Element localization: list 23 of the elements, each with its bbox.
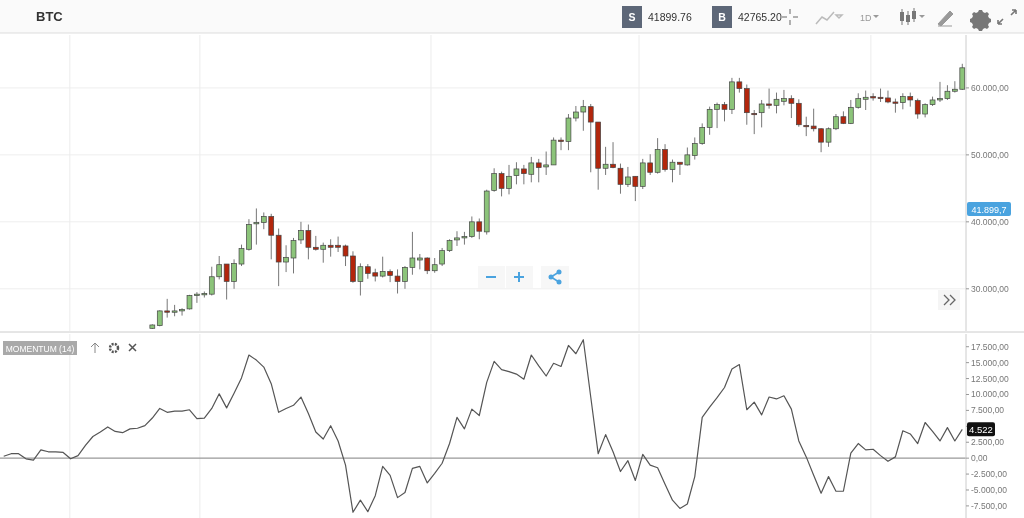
y-tick-label: -7.500,00 [971,500,1008,511]
annotation: 41.899,7 [971,204,1007,215]
y-tick-label: 7.500,00 [971,405,1005,416]
y-tick-label: 17.500,00 [971,341,1010,352]
y-tick-label: -5.000,00 [971,484,1008,495]
text: MOMENTUM (14) [5,343,75,354]
y-tick-label: 15.000,00 [971,357,1010,368]
y-tick-label: -2.500,00 [971,469,1008,480]
data-label: 4.522 [969,424,993,436]
y-tick-label: 60.000,00 [971,82,1010,93]
text: 1D [860,13,873,23]
y-tick-label: 0,00 [971,453,988,464]
y-tick-label: 50.000,00 [971,149,1010,160]
text: S [628,11,636,23]
chart-title: BTC [36,9,64,24]
y-tick-label: 2.500,00 [971,437,1005,448]
y-tick-label: 30.000,00 [971,283,1010,294]
text: B [718,11,727,23]
text: 42765.20 [738,11,782,23]
y-tick-label: 10.000,00 [971,389,1010,400]
text: 41899.76 [648,11,692,23]
y-tick-label: 12.500,00 [971,373,1010,384]
y-tick-label: 40.000,00 [971,216,1010,227]
